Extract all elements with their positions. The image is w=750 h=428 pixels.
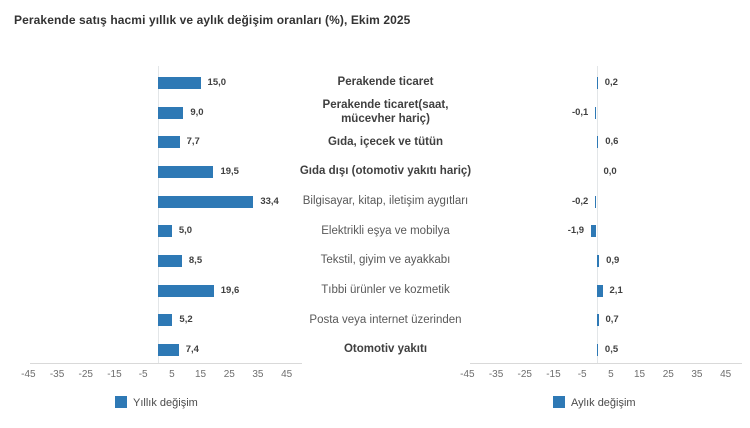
bar: [157, 136, 180, 149]
legend-label-monthly: Aylık değişim: [571, 397, 636, 409]
x-axis-line: [30, 363, 302, 364]
axis-tick-label: 15: [194, 369, 207, 380]
value-label: 19,6: [220, 284, 240, 296]
axis-tick-label: 25: [662, 369, 674, 380]
bar: [595, 195, 597, 208]
bar: [596, 284, 603, 297]
legend-swatch-monthly: [553, 396, 565, 408]
value-label: 5,2: [179, 314, 193, 326]
value-label: 7,7: [186, 136, 200, 148]
category-label: Perakende ticaret(saat, mücevher hariç): [322, 99, 449, 125]
axis-tick-label: -25: [517, 369, 532, 380]
category-label: Tıbbi ürünler ve kozmetik: [321, 283, 450, 296]
value-label: 8,5: [188, 255, 203, 267]
bar: [596, 314, 599, 327]
x-axis-line: [470, 363, 742, 364]
category-label: Gıda dışı (otomotiv yakıtı hariç): [299, 165, 472, 178]
value-label: 0,6: [605, 136, 619, 148]
category-label: Gıda, içecek ve tütün: [327, 135, 444, 148]
zero-gridline: [596, 66, 598, 363]
axis-tick-label: -45: [460, 369, 475, 380]
value-label: 9,0: [190, 106, 204, 118]
axis-tick-label: -5: [577, 369, 587, 380]
axis-tick-label: 25: [223, 369, 235, 380]
value-label: 0,5: [604, 344, 619, 356]
axis-tick-label: 5: [169, 369, 175, 380]
bar: [157, 106, 184, 119]
axis-tick-label: 5: [608, 369, 614, 380]
axis-tick-label: 35: [252, 369, 264, 380]
category-label: Tekstil, giyim ve ayakkabı: [320, 254, 451, 267]
bar: [157, 314, 173, 327]
bar: [596, 255, 600, 268]
value-label: 7,4: [185, 344, 199, 356]
value-label: -0,2: [571, 195, 589, 207]
value-label: -0,1: [571, 106, 589, 118]
bar: [157, 255, 182, 268]
value-label: -1,9: [567, 225, 585, 237]
axis-tick-label: -15: [107, 369, 122, 380]
bar: [157, 225, 172, 238]
axis-tick-label: -45: [21, 369, 36, 380]
value-label: 5,0: [178, 225, 193, 237]
value-label: 2,1: [609, 284, 623, 296]
axis-tick-label: 45: [720, 369, 732, 380]
axis-tick-label: 45: [281, 369, 293, 380]
value-label: 0,9: [606, 255, 620, 267]
bar: [591, 225, 597, 238]
axis-tick-label: 35: [691, 369, 703, 380]
axis-tick-label: -35: [488, 369, 504, 380]
axis-tick-label: -25: [78, 369, 93, 380]
bar: [157, 166, 214, 178]
category-label: Otomotiv yakıtı: [343, 343, 428, 356]
axis-tick-label: -15: [546, 369, 561, 380]
bar: [596, 136, 599, 149]
bar: [157, 284, 214, 297]
category-label: Bilgisayar, kitap, iletişim aygıtları: [302, 194, 469, 207]
legend-swatch-annual: [115, 396, 127, 408]
bar: [157, 195, 254, 208]
chart-title: Perakende satış hacmi yıllık ve aylık de…: [14, 13, 411, 27]
bar: [157, 77, 201, 89]
category-label: Perakende ticaret: [337, 76, 434, 89]
value-label: 33,4: [260, 195, 279, 207]
value-label: 19,5: [220, 166, 239, 177]
axis-tick-label: 15: [633, 369, 646, 380]
category-label: Posta veya internet üzerinden: [309, 313, 462, 326]
bar: [595, 106, 597, 119]
bar: [157, 344, 179, 357]
axis-tick-label: -5: [138, 369, 148, 380]
value-label: 0,7: [605, 314, 619, 326]
legend-label-annual: Yıllık değişim: [133, 397, 198, 409]
zero-gridline: [157, 66, 159, 363]
value-label: 0,0: [603, 166, 617, 177]
bar: [596, 77, 598, 89]
value-label: 0,2: [604, 77, 618, 88]
bar: [596, 344, 598, 357]
axis-tick-label: -35: [49, 369, 65, 380]
category-label: Elektrikli eşya ve mobilya: [321, 224, 450, 237]
value-label: 15,0: [207, 77, 227, 88]
